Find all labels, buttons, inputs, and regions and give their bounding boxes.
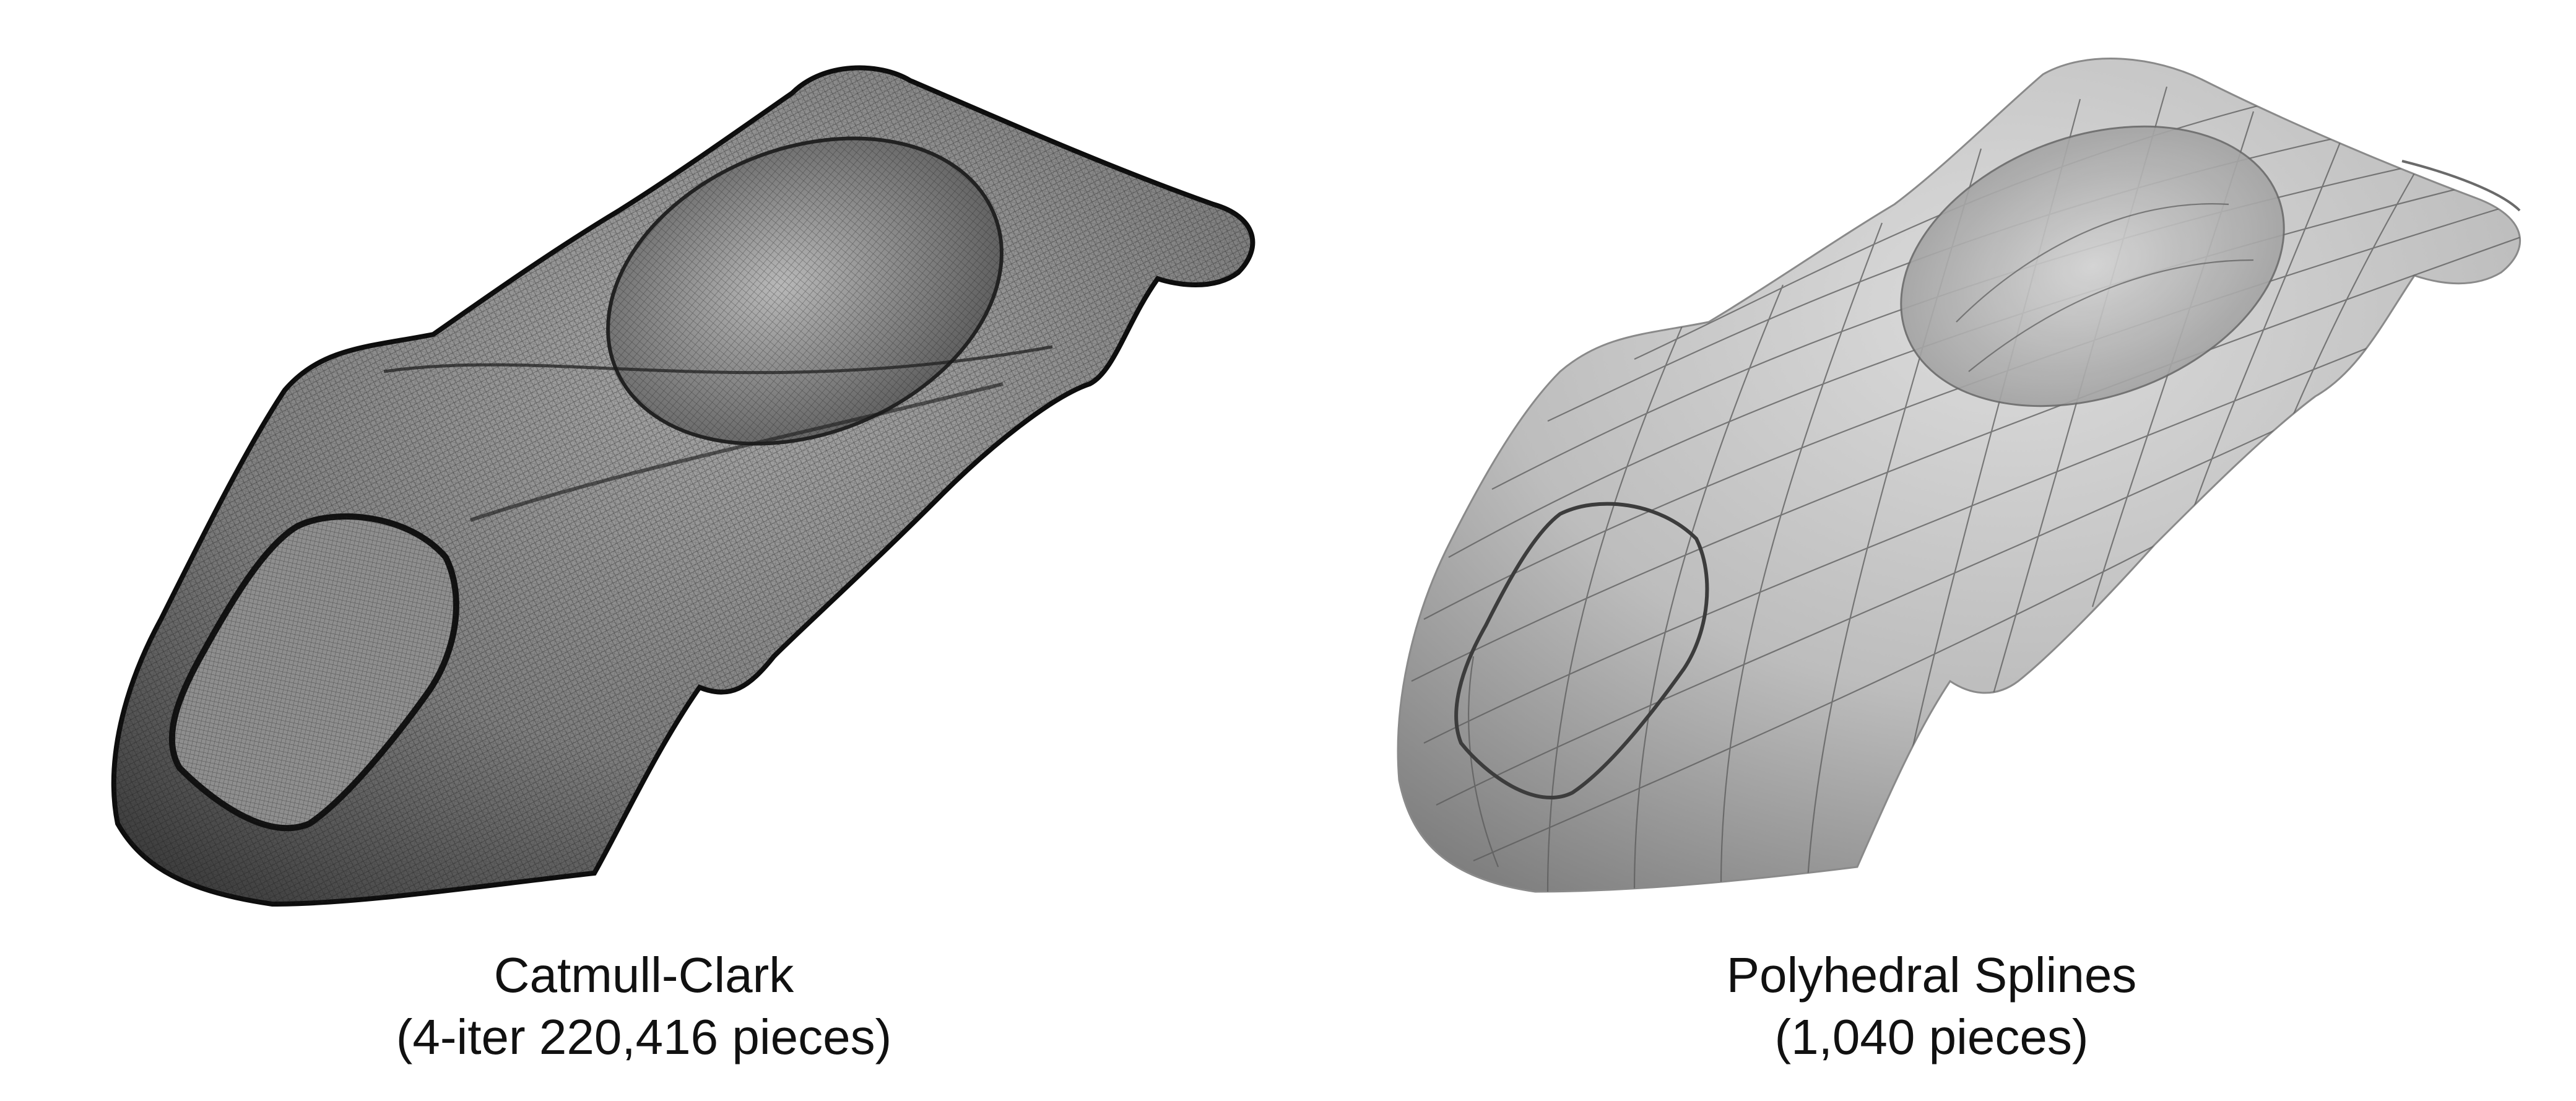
- catmull-clark-title: Catmull-Clark: [493, 947, 794, 1003]
- polyhedral-splines-car-render: [1397, 58, 2522, 893]
- catmull-clark-panel: Catmull-Clark (4-iter 220,416 pieces): [0, 65, 1288, 1068]
- catmull-clark-subtitle: (4-iter 220,416 pieces): [396, 1009, 892, 1064]
- right-hood-panel: [1454, 502, 1709, 800]
- polyhedral-splines-panel: Polyhedral Splines (1,040 pieces): [1288, 0, 2575, 1101]
- polyhedral-splines-caption: Polyhedral Splines (1,040 pieces): [1288, 944, 2575, 1068]
- right-canopy: [1900, 125, 2285, 407]
- catmull-clark-car-render: [111, 65, 1255, 907]
- catmull-clark-caption: Catmull-Clark (4-iter 220,416 pieces): [0, 944, 1288, 1068]
- polyhedral-splines-title: Polyhedral Splines: [1726, 947, 2137, 1003]
- polyhedral-splines-subtitle: (1,040 pieces): [1774, 1009, 2089, 1064]
- right-car-body: [1397, 58, 2522, 893]
